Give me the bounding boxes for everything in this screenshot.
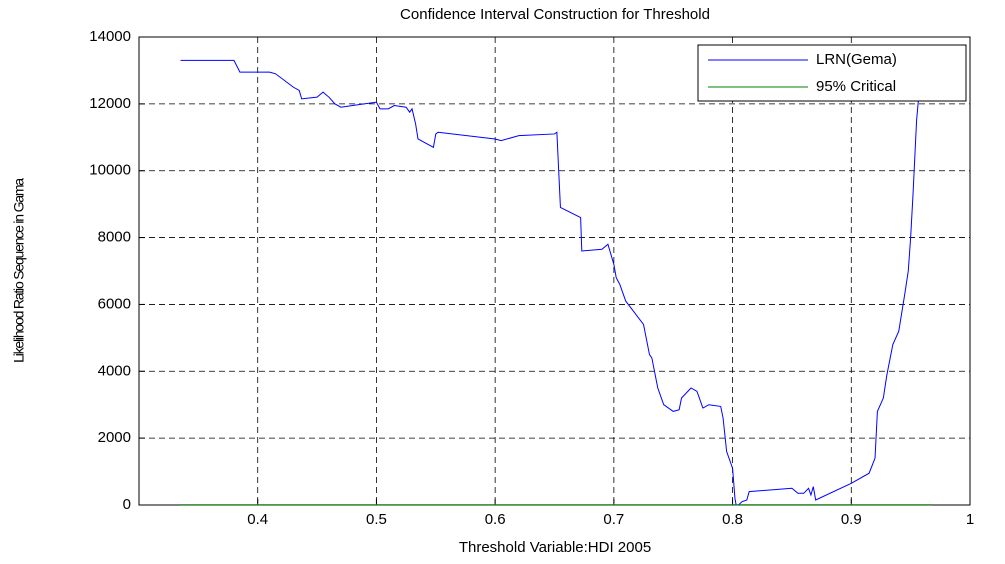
y-tick-label: 14000 (89, 28, 131, 45)
legend-label: 95% Critical (816, 78, 896, 95)
x-tick-label: 0.6 (485, 511, 506, 528)
y-tick-label: 8000 (98, 229, 131, 246)
chart-title: Confidence Interval Construction for Thr… (400, 6, 710, 23)
x-axis-label: Threshold Variable:HDI 2005 (459, 539, 651, 556)
y-tick-label: 0 (123, 496, 131, 513)
x-tick-label: 0.5 (366, 511, 387, 528)
legend-box (697, 44, 967, 102)
y-tick-label: 12000 (89, 95, 131, 112)
y-tick-label: 2000 (98, 429, 131, 446)
x-tick-label: 0.4 (247, 511, 268, 528)
y-tick-label: 6000 (98, 295, 131, 312)
legend-label: LRN(Gema) (816, 51, 897, 68)
y-axis-label: Likelihood Ratio Sequence in Gama (11, 178, 27, 363)
x-tick-label: 0.8 (722, 511, 743, 528)
y-tick-label: 10000 (89, 162, 131, 179)
x-tick-label: 0.7 (603, 511, 624, 528)
x-tick-label: 1 (966, 511, 974, 528)
x-tick-label: 0.9 (841, 511, 862, 528)
y-tick-label: 4000 (98, 362, 131, 379)
data-line (180, 59, 920, 506)
